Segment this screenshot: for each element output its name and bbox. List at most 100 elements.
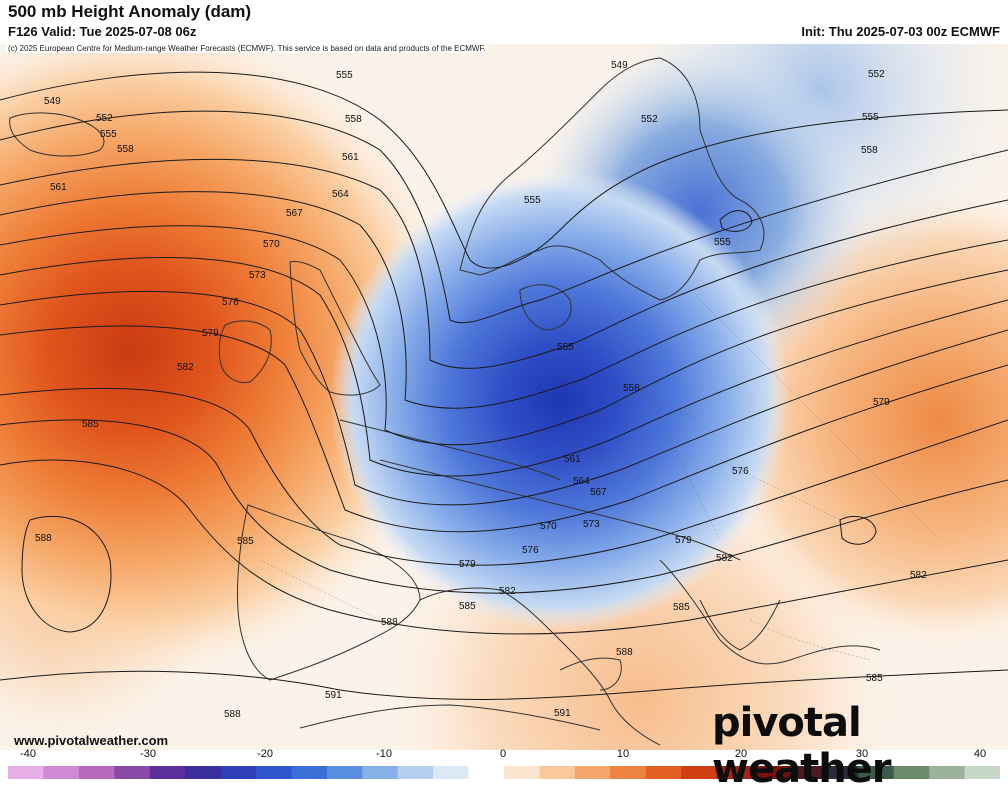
colorbar-tick: -10 bbox=[376, 748, 392, 760]
contour-label: 567 bbox=[590, 487, 607, 498]
contour-label: 555 bbox=[100, 129, 117, 140]
contour-label: 582 bbox=[499, 586, 516, 597]
colorbar-swatch bbox=[716, 766, 753, 779]
contour-label: 585 bbox=[673, 602, 690, 613]
contour-label: 588 bbox=[224, 709, 241, 720]
contour-label: 588 bbox=[381, 617, 398, 628]
contour-label: 579 bbox=[202, 328, 219, 339]
contour-label: 561 bbox=[50, 182, 67, 193]
contour-label: 549 bbox=[44, 96, 61, 107]
colorbar-swatch bbox=[291, 766, 328, 779]
contour-label: 588 bbox=[35, 533, 52, 544]
contour-label: 573 bbox=[249, 270, 266, 281]
colorbar-swatch bbox=[43, 766, 80, 779]
valid-time: F126 Valid: Tue 2025-07-08 06z bbox=[8, 24, 197, 39]
colorbar-swatch bbox=[326, 766, 363, 779]
colorbar-ticks: -40 -30 -20 -10 0 10 20 30 40 bbox=[0, 748, 1008, 764]
contour-label: 561 bbox=[342, 152, 359, 163]
colorbar-swatch bbox=[185, 766, 222, 779]
colorbar-swatch bbox=[78, 766, 115, 779]
colorbar-swatch bbox=[362, 766, 399, 779]
colorbar-swatch bbox=[468, 766, 505, 779]
colorbar-swatch bbox=[574, 766, 611, 779]
contour-label: 585 bbox=[237, 536, 254, 547]
colorbar-swatch bbox=[822, 766, 859, 779]
contour-label: 567 bbox=[286, 208, 303, 219]
contour-label: 573 bbox=[583, 519, 600, 530]
contour-labels: 549 549 552 552 552 555 555 555 555 555 … bbox=[35, 60, 927, 720]
contour-label: 552 bbox=[641, 114, 658, 125]
colorbar-tick: 40 bbox=[973, 748, 987, 760]
colorbar-swatch bbox=[220, 766, 257, 779]
contour-label: 579 bbox=[675, 535, 692, 546]
contour-label: 582 bbox=[716, 553, 733, 564]
colorbar-swatch bbox=[114, 766, 151, 779]
contour-label: 591 bbox=[554, 708, 571, 719]
contour-label: 582 bbox=[910, 570, 927, 581]
contour-label: 555 bbox=[714, 237, 731, 248]
colorbar-tick: 20 bbox=[734, 748, 748, 760]
colorbar-tick: 10 bbox=[616, 748, 630, 760]
contour-label: 585 bbox=[82, 419, 99, 430]
contour-label: 558 bbox=[345, 114, 362, 125]
colorbar-swatch bbox=[752, 766, 788, 779]
colorbar-swatch bbox=[433, 766, 470, 779]
colorbar-tick: -40 bbox=[20, 748, 36, 760]
colorbar bbox=[8, 766, 1000, 779]
colorbar-swatch bbox=[397, 766, 434, 779]
contour-label: 591 bbox=[325, 690, 342, 701]
contour-label: 579 bbox=[459, 559, 476, 570]
colorbar-swatch bbox=[504, 766, 540, 779]
contour-label: 552 bbox=[96, 113, 113, 124]
website-url[interactable]: www.pivotalweather.com bbox=[14, 733, 169, 748]
init-time: Init: Thu 2025-07-03 00z ECMWF bbox=[801, 24, 1000, 39]
coastlines bbox=[9, 57, 881, 746]
colorbar-swatch bbox=[539, 766, 576, 779]
contour-label: 585 bbox=[459, 601, 476, 612]
brand-logo: pivotal weather bbox=[712, 700, 892, 792]
contour-label: 549 bbox=[611, 60, 628, 71]
contour-label: 555 bbox=[336, 70, 353, 81]
contour-label: 564 bbox=[573, 476, 590, 487]
contour-label: 561 bbox=[564, 454, 581, 465]
contour-label: 558 bbox=[117, 144, 134, 155]
contour-label: 576 bbox=[522, 545, 539, 556]
contour-label: 570 bbox=[263, 239, 280, 250]
contour-label: 582 bbox=[177, 362, 194, 373]
anomaly-map: 549 549 552 552 552 555 555 555 555 555 … bbox=[0, 44, 1008, 750]
contour-label: 588 bbox=[616, 647, 633, 658]
contour-label: 555 bbox=[524, 195, 541, 206]
colorbar-swatch bbox=[929, 766, 966, 779]
colorbar-swatch bbox=[610, 766, 647, 779]
contour-label: 576 bbox=[222, 297, 239, 308]
map-panel: 549 549 552 552 552 555 555 555 555 555 … bbox=[0, 44, 1008, 750]
colorbar-tick: -30 bbox=[140, 748, 156, 760]
contour-label: 576 bbox=[732, 466, 749, 477]
colorbar-swatch bbox=[149, 766, 186, 779]
contour-label: 558 bbox=[623, 383, 640, 394]
borders bbox=[259, 299, 941, 661]
colorbar-swatch bbox=[256, 766, 292, 779]
colorbar-swatch bbox=[964, 766, 1000, 779]
colorbar-tick: -20 bbox=[257, 748, 273, 760]
copyright-notice: (c) 2025 European Centre for Medium-rang… bbox=[6, 44, 488, 53]
colorbar-tick: 30 bbox=[855, 748, 869, 760]
height-contours bbox=[0, 71, 1008, 700]
header: 500 mb Height Anomaly (dam) F126 Valid: … bbox=[0, 0, 1008, 44]
contour-label: 570 bbox=[540, 521, 557, 532]
colorbar-swatch bbox=[858, 766, 895, 779]
contour-label: 552 bbox=[868, 69, 885, 80]
colorbar-swatch bbox=[681, 766, 718, 779]
contour-label: 555 bbox=[557, 342, 574, 353]
contour-label: 558 bbox=[861, 145, 878, 156]
colorbar-swatch bbox=[8, 766, 44, 779]
contour-label: 585 bbox=[866, 673, 883, 684]
contour-label: 564 bbox=[332, 189, 349, 200]
map-title: 500 mb Height Anomaly (dam) bbox=[8, 2, 252, 21]
contour-label: 555 bbox=[862, 112, 879, 123]
colorbar-swatch bbox=[787, 766, 824, 779]
colorbar-tick: 0 bbox=[499, 748, 507, 760]
colorbar-swatch bbox=[645, 766, 682, 779]
contour-label: 579 bbox=[873, 397, 890, 408]
colorbar-swatch bbox=[893, 766, 930, 779]
